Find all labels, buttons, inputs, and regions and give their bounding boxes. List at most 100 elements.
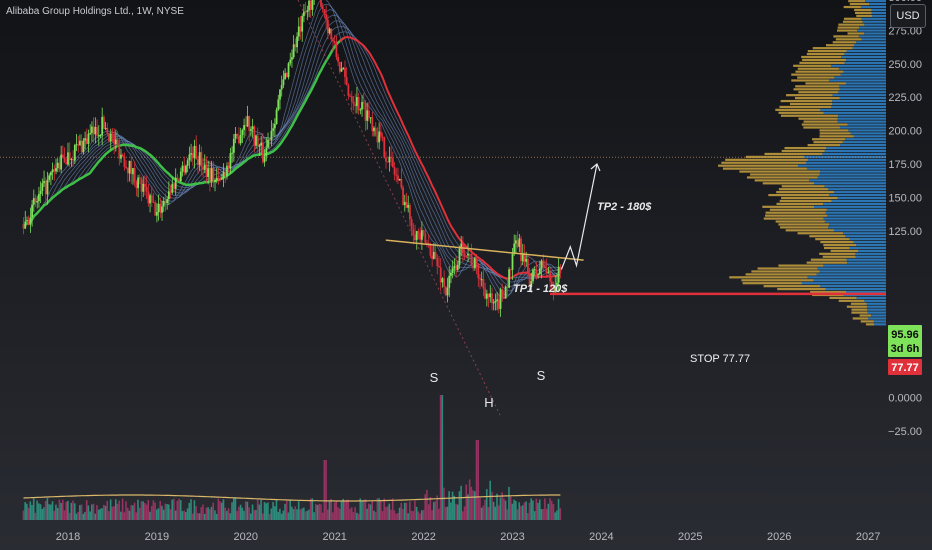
- volume-bar: [219, 501, 221, 520]
- volume-profile-bar-down: [860, 320, 874, 323]
- volume-bar: [438, 508, 440, 520]
- candle-body: [188, 154, 191, 161]
- candle-body: [467, 253, 469, 256]
- volume-profile-bar-up: [846, 58, 886, 62]
- candle-body: [468, 253, 471, 255]
- candle-body: [174, 177, 177, 189]
- candle-body: [248, 116, 251, 131]
- candle-body: [533, 269, 536, 271]
- candle-body: [477, 263, 480, 279]
- volume-bar: [342, 498, 344, 520]
- candle-body: [157, 203, 160, 212]
- volume-bar: [451, 491, 454, 520]
- volume-profile-bar-up: [847, 123, 886, 126]
- candle-body: [381, 136, 384, 138]
- volume-bar: [113, 506, 115, 520]
- candle-body: [138, 177, 141, 180]
- currency-button[interactable]: USD: [890, 4, 926, 28]
- candle-body: [227, 165, 230, 169]
- candle-body: [424, 233, 427, 243]
- volume-profile-bar-up: [845, 82, 886, 85]
- volume-bar: [186, 508, 189, 520]
- volume-bar: [106, 500, 109, 520]
- volume-profile-bar-up: [828, 188, 886, 191]
- volume-bar: [289, 499, 291, 520]
- volume-bar: [125, 501, 127, 520]
- candle-body: [43, 180, 45, 184]
- last-price-value: 95.96: [891, 329, 919, 341]
- candle-body: [265, 147, 268, 157]
- volume-bar: [371, 501, 374, 520]
- volume-profile-bar-down: [865, 323, 875, 326]
- candle-body: [525, 258, 528, 262]
- candle-body: [309, 0, 312, 10]
- candle-body: [540, 260, 543, 269]
- candle-body: [58, 162, 61, 170]
- right-shoulder-label: S: [537, 368, 546, 383]
- volume-profile-bar-down: [781, 149, 825, 153]
- volume-profile-bar-down: [791, 73, 841, 76]
- volume-bar: [321, 512, 324, 520]
- volume-bar: [383, 498, 385, 520]
- volume-bar: [427, 504, 430, 520]
- candle-body: [207, 168, 210, 178]
- volume-bar: [48, 504, 50, 520]
- candle-body: [530, 281, 533, 287]
- volume-bar: [135, 512, 138, 520]
- volume-bar: [525, 501, 527, 520]
- candle-body: [178, 179, 181, 182]
- candle-body: [515, 240, 517, 244]
- volume-bar: [205, 507, 208, 520]
- candle-body: [489, 293, 492, 298]
- candle-body: [125, 167, 128, 169]
- volume-bar: [501, 492, 503, 520]
- volume-profile-bar-down: [741, 279, 814, 282]
- volume-bar: [429, 496, 432, 520]
- candle-body: [48, 175, 51, 180]
- volume-bar: [65, 501, 67, 520]
- volume-bar: [509, 496, 512, 520]
- volume-profile-bar-up: [822, 152, 886, 156]
- volume-bar: [43, 507, 45, 520]
- volume-bar: [540, 509, 543, 520]
- candle-body: [499, 289, 502, 309]
- volume-profile-bar-up: [829, 223, 886, 226]
- volume-bar: [460, 485, 462, 520]
- candle-body: [549, 272, 552, 282]
- volume-profile-bar-up: [861, 38, 886, 41]
- volume-bar: [526, 512, 529, 520]
- volume-bar: [67, 500, 69, 520]
- candle-body: [55, 168, 57, 172]
- volume-bar: [482, 505, 485, 520]
- volume-bar: [200, 507, 203, 520]
- candle-body: [22, 224, 25, 229]
- volume-bar: [515, 500, 517, 520]
- candle-body: [255, 135, 257, 146]
- volume-bar: [291, 506, 293, 520]
- volume-bar: [369, 504, 372, 520]
- candle-body: [116, 139, 119, 146]
- volume-bar: [31, 504, 33, 520]
- candle-body: [323, 9, 326, 15]
- volume-bar: [496, 493, 498, 520]
- volume-bar: [410, 510, 413, 520]
- volume-bar: [157, 508, 160, 520]
- volume-bar: [227, 508, 230, 520]
- volume-profile-bar-down: [798, 117, 838, 120]
- candle-body: [460, 243, 463, 249]
- candle-body: [67, 152, 69, 165]
- volume-profile-bar-up: [801, 282, 886, 285]
- candle-body: [297, 26, 300, 37]
- volume-bar: [179, 500, 182, 520]
- candle-body: [554, 285, 557, 293]
- volume-bar: [104, 505, 107, 520]
- volume-profile-bar-up: [856, 41, 886, 44]
- volume-bar: [335, 500, 338, 520]
- candle-body: [330, 28, 333, 40]
- candle-body: [147, 191, 150, 204]
- volume-bar: [480, 507, 483, 520]
- candle-body: [475, 258, 478, 264]
- candle-body: [26, 219, 28, 222]
